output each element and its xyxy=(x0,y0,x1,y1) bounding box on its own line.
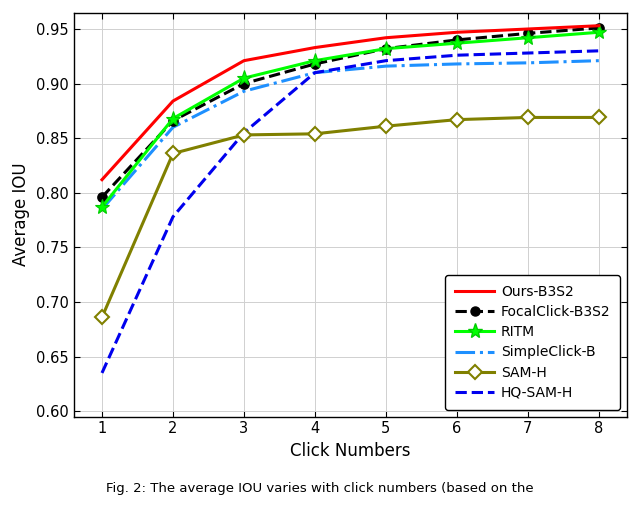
Y-axis label: Average IOU: Average IOU xyxy=(12,163,30,267)
Text: Fig. 2: The average IOU varies with click numbers (based on the: Fig. 2: The average IOU varies with clic… xyxy=(106,482,534,495)
X-axis label: Click Numbers: Click Numbers xyxy=(290,442,411,460)
Legend: Ours-B3S2, FocalClick-B3S2, RITM, SimpleClick-B, SAM-H, HQ-SAM-H: Ours-B3S2, FocalClick-B3S2, RITM, Simple… xyxy=(445,275,620,410)
